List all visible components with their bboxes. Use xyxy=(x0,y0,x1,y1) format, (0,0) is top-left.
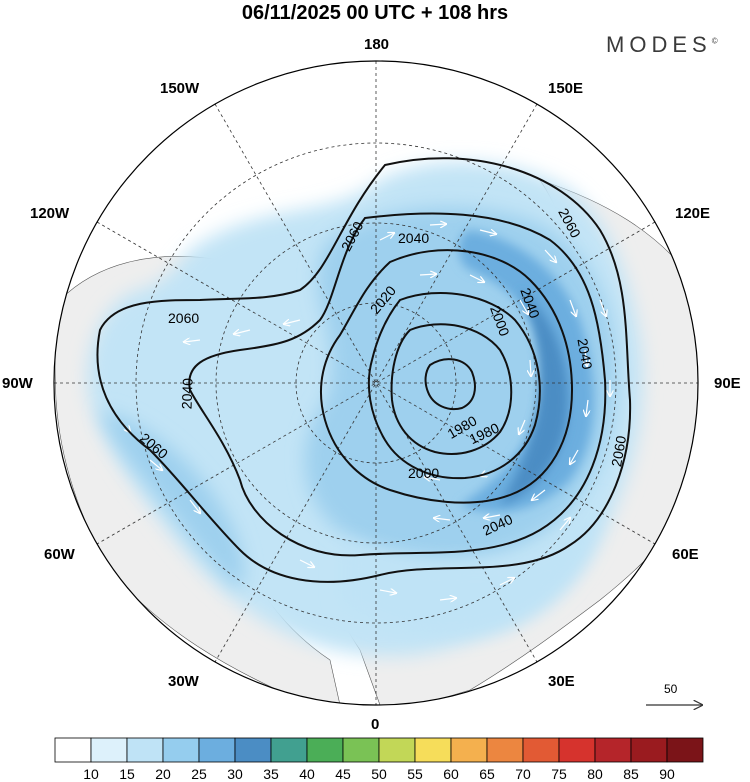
contour-label: 2040 xyxy=(398,230,429,246)
map-boundary xyxy=(53,60,699,706)
colorbar-tick-label: 10 xyxy=(83,766,99,782)
lon-label-60w: 60W xyxy=(44,546,75,563)
lon-label-180: 180 xyxy=(364,36,390,53)
lon-label-150w: 150W xyxy=(160,80,200,97)
lon-label-120e: 120E xyxy=(675,205,711,222)
colorbar-tick-label: 30 xyxy=(227,766,243,782)
colorbar-swatch xyxy=(378,737,416,763)
colorbar-swatch xyxy=(198,737,236,763)
colorbar-tick-label: 55 xyxy=(407,766,423,782)
contour-label: 2040 xyxy=(179,378,196,410)
colorbar xyxy=(54,737,704,763)
lon-label-30e: 30E xyxy=(548,673,575,690)
colorbar-tick-label: 35 xyxy=(263,766,279,782)
lon-label-150e: 150E xyxy=(548,80,584,97)
colorbar-swatch xyxy=(306,737,344,763)
colorbar-swatch xyxy=(90,737,128,763)
colorbar-swatch xyxy=(522,737,560,763)
brand-text: MODES xyxy=(606,32,712,57)
colorbar-swatch xyxy=(162,737,200,763)
lon-label-120w: 120W xyxy=(30,205,70,222)
colorbar-swatch xyxy=(270,737,308,763)
lon-label-0: 0 xyxy=(371,716,380,733)
colorbar-tick-label: 85 xyxy=(623,766,639,782)
lon-label-60e: 60E xyxy=(672,546,699,563)
colorbar-tick-label: 80 xyxy=(587,766,603,782)
lon-label-90e: 90E xyxy=(714,375,741,392)
colorbar-tick-label: 25 xyxy=(191,766,207,782)
colorbar-swatch xyxy=(342,737,380,763)
contour-label: 2000 xyxy=(408,465,439,481)
colorbar-swatch xyxy=(54,737,92,763)
colorbar-swatch xyxy=(486,737,524,763)
colorbar-tick-label: 40 xyxy=(299,766,315,782)
colorbar-tick-label: 65 xyxy=(479,766,495,782)
copyright-mark: © xyxy=(711,36,718,46)
colorbar-tick-label: 20 xyxy=(155,766,171,782)
height-contours xyxy=(96,157,632,583)
contour-label: 2060 xyxy=(168,310,199,326)
wind-speed-shading xyxy=(87,161,643,657)
wind-reference-value: 50 xyxy=(664,682,678,696)
colorbar-tick-label: 50 xyxy=(371,766,387,782)
colorbar-swatch xyxy=(594,737,632,763)
colorbar-tick-label: 90 xyxy=(659,766,675,782)
colorbar-tick-label: 70 xyxy=(515,766,531,782)
lon-label-30w: 30W xyxy=(168,673,199,690)
colorbar-swatch xyxy=(450,737,488,763)
colorbar-tick-label: 15 xyxy=(119,766,135,782)
colorbar-tick-label: 60 xyxy=(443,766,459,782)
lon-label-90w: 90W xyxy=(2,375,33,392)
contour-label: 2040 xyxy=(574,337,595,371)
colorbar-tick-label: 75 xyxy=(551,766,567,782)
colorbar-swatch xyxy=(126,737,164,763)
contour-label: 2060 xyxy=(608,434,629,468)
colorbar-tick-label: 45 xyxy=(335,766,351,782)
map-title: 06/11/2025 00 UTC + 108 hrs xyxy=(241,2,509,24)
colorbar-swatch xyxy=(666,737,704,763)
colorbar-swatch xyxy=(234,737,272,763)
colorbar-swatch xyxy=(558,737,596,763)
colorbar-swatch xyxy=(414,737,452,763)
brand-logo: MODES© xyxy=(606,32,718,58)
colorbar-swatch xyxy=(630,737,668,763)
